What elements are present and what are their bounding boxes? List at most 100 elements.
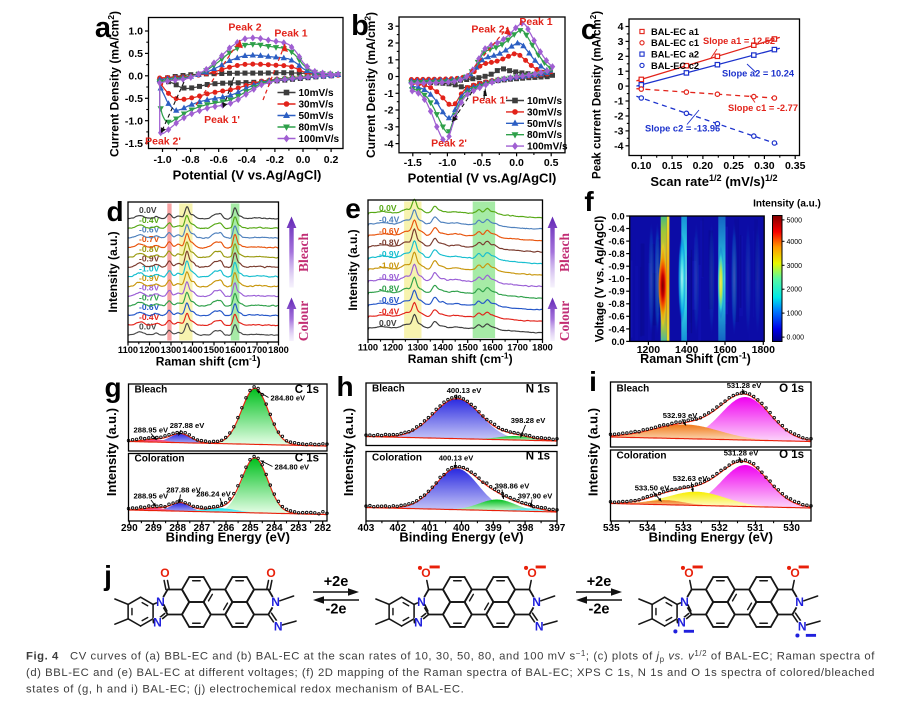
- svg-text:-0.4V: -0.4V: [139, 312, 160, 322]
- svg-text:Peak 1: Peak 1: [274, 28, 307, 40]
- svg-text:397.90 eV: 397.90 eV: [518, 492, 554, 501]
- svg-text:-1.0V: -1.0V: [139, 263, 160, 273]
- svg-text:0.000: 0.000: [787, 335, 805, 342]
- svg-text:398.28 eV: 398.28 eV: [511, 416, 547, 425]
- svg-text:397: 397: [549, 523, 566, 534]
- svg-text:530: 530: [783, 523, 800, 534]
- svg-text:Bleach: Bleach: [372, 384, 405, 395]
- svg-text:3: 3: [618, 36, 624, 48]
- svg-text:2: 2: [618, 51, 624, 63]
- svg-text:-0.8V: -0.8V: [139, 244, 160, 254]
- svg-text:1200: 1200: [139, 345, 160, 355]
- svg-text:-0.8: -0.8: [608, 299, 624, 310]
- svg-text:-1: -1: [384, 88, 393, 100]
- svg-text:287.88 eV: 287.88 eV: [170, 421, 206, 430]
- svg-text:j: j: [103, 560, 112, 591]
- svg-text:-0.9V: -0.9V: [139, 273, 160, 283]
- svg-text:1300: 1300: [161, 345, 182, 355]
- svg-text:Coloration: Coloration: [617, 451, 667, 462]
- svg-text:O 1s: O 1s: [779, 383, 804, 395]
- svg-text:Scan rate1/2 (mV/s)1/2: Scan rate1/2 (mV/s)1/2: [650, 173, 777, 189]
- svg-text:531.28 eV: 531.28 eV: [727, 381, 763, 390]
- svg-text:Coloration: Coloration: [372, 453, 422, 464]
- svg-text:-0.9: -0.9: [608, 262, 624, 273]
- svg-text:-0.9V: -0.9V: [139, 254, 160, 264]
- svg-text:0.25: 0.25: [723, 160, 744, 172]
- svg-text:N: N: [535, 619, 544, 633]
- svg-text:400: 400: [453, 523, 470, 534]
- svg-text:states of (g, h and i) BAL-EC;: states of (g, h and i) BAL-EC; (j) elect…: [26, 684, 464, 696]
- svg-text:Binding Energy (eV): Binding Energy (eV): [399, 530, 523, 545]
- svg-text:403: 403: [358, 523, 375, 534]
- svg-text:284: 284: [266, 523, 283, 534]
- svg-text:N 1s: N 1s: [526, 383, 550, 395]
- svg-text:1: 1: [388, 54, 394, 66]
- svg-text:-0.6V: -0.6V: [139, 225, 160, 235]
- svg-text:N: N: [414, 616, 423, 630]
- svg-text:-1.5: -1.5: [125, 138, 143, 150]
- svg-text:100mV/s: 100mV/s: [527, 142, 568, 153]
- svg-text:531: 531: [747, 523, 764, 534]
- svg-text:288: 288: [169, 523, 186, 534]
- svg-text:30mV/s: 30mV/s: [299, 100, 334, 111]
- svg-text:1700: 1700: [507, 343, 528, 353]
- svg-text:0.20: 0.20: [693, 160, 714, 172]
- svg-text:Raman shift (cm-1): Raman shift (cm-1): [408, 351, 513, 367]
- svg-text:400.13 eV: 400.13 eV: [439, 454, 475, 463]
- svg-text:-0.8: -0.8: [608, 249, 624, 260]
- svg-text:Peak 2: Peak 2: [471, 24, 504, 36]
- svg-text:288.95 eV: 288.95 eV: [134, 426, 170, 435]
- svg-text:-1.0: -1.0: [608, 274, 624, 285]
- svg-text:N: N: [153, 616, 162, 630]
- svg-text:0.0V: 0.0V: [379, 318, 397, 328]
- svg-text:Potential (V vs.Ag/AgCl): Potential (V vs.Ag/AgCl): [173, 168, 322, 183]
- svg-text:-2e: -2e: [326, 602, 347, 618]
- svg-text:Slope a1 = 12.52: Slope a1 = 12.52: [703, 36, 775, 46]
- svg-text:30mV/s: 30mV/s: [527, 107, 562, 118]
- svg-text:-0.5: -0.5: [125, 93, 143, 105]
- svg-text:50mV/s: 50mV/s: [299, 111, 334, 122]
- svg-text:0.0V: 0.0V: [379, 203, 397, 213]
- svg-text:100mV/s: 100mV/s: [299, 134, 340, 145]
- svg-text:0.5: 0.5: [128, 48, 143, 60]
- svg-text:BAL-EC a2: BAL-EC a2: [651, 50, 699, 60]
- svg-text:288.95 eV: 288.95 eV: [134, 492, 170, 501]
- svg-text:1500: 1500: [457, 343, 478, 353]
- svg-text:-0.4: -0.4: [608, 324, 625, 335]
- svg-text:287.88 eV: 287.88 eV: [166, 486, 202, 495]
- svg-text:-0.7V: -0.7V: [139, 234, 160, 244]
- svg-text:533: 533: [675, 523, 692, 534]
- svg-text:534: 534: [639, 523, 656, 534]
- svg-text:80mV/s: 80mV/s: [299, 123, 334, 134]
- svg-text:-1.5: -1.5: [404, 157, 422, 169]
- svg-text:1400: 1400: [432, 343, 453, 353]
- svg-text:1200: 1200: [637, 344, 661, 356]
- svg-text:O: O: [160, 566, 169, 580]
- svg-text:286.24 eV: 286.24 eV: [196, 490, 232, 499]
- svg-text:282: 282: [314, 523, 331, 534]
- svg-text:287: 287: [193, 523, 210, 534]
- svg-text:O: O: [527, 566, 536, 580]
- svg-text:284.80 eV: 284.80 eV: [275, 463, 311, 472]
- svg-text:Slope a2 = 10.24: Slope a2 = 10.24: [722, 69, 795, 79]
- svg-text:0: 0: [388, 71, 394, 83]
- svg-text:-0.6: -0.6: [608, 312, 624, 323]
- svg-text:0.5: 0.5: [544, 157, 559, 169]
- svg-text:-0.9: -0.9: [608, 287, 624, 298]
- svg-text:C 1s: C 1s: [295, 384, 319, 396]
- svg-text:Coloration: Coloration: [135, 454, 185, 465]
- svg-text:Peak 1': Peak 1': [204, 114, 240, 126]
- svg-text:283: 283: [290, 523, 307, 534]
- svg-text:O: O: [684, 566, 693, 580]
- svg-text:Current Density (mA/cm2): Current Density (mA/cm2): [362, 12, 378, 158]
- svg-text:1400: 1400: [182, 345, 203, 355]
- svg-text:b: b: [351, 10, 369, 42]
- svg-text:0.0: 0.0: [509, 157, 524, 169]
- svg-text:286: 286: [218, 523, 235, 534]
- svg-text:Slope c2 = -13.96: Slope c2 = -13.96: [645, 124, 720, 134]
- svg-text:e: e: [345, 193, 361, 224]
- svg-text:1600: 1600: [482, 343, 503, 353]
- svg-text:-0.9V: -0.9V: [379, 272, 400, 282]
- svg-text:N: N: [271, 595, 280, 609]
- svg-text:3000: 3000: [787, 263, 803, 270]
